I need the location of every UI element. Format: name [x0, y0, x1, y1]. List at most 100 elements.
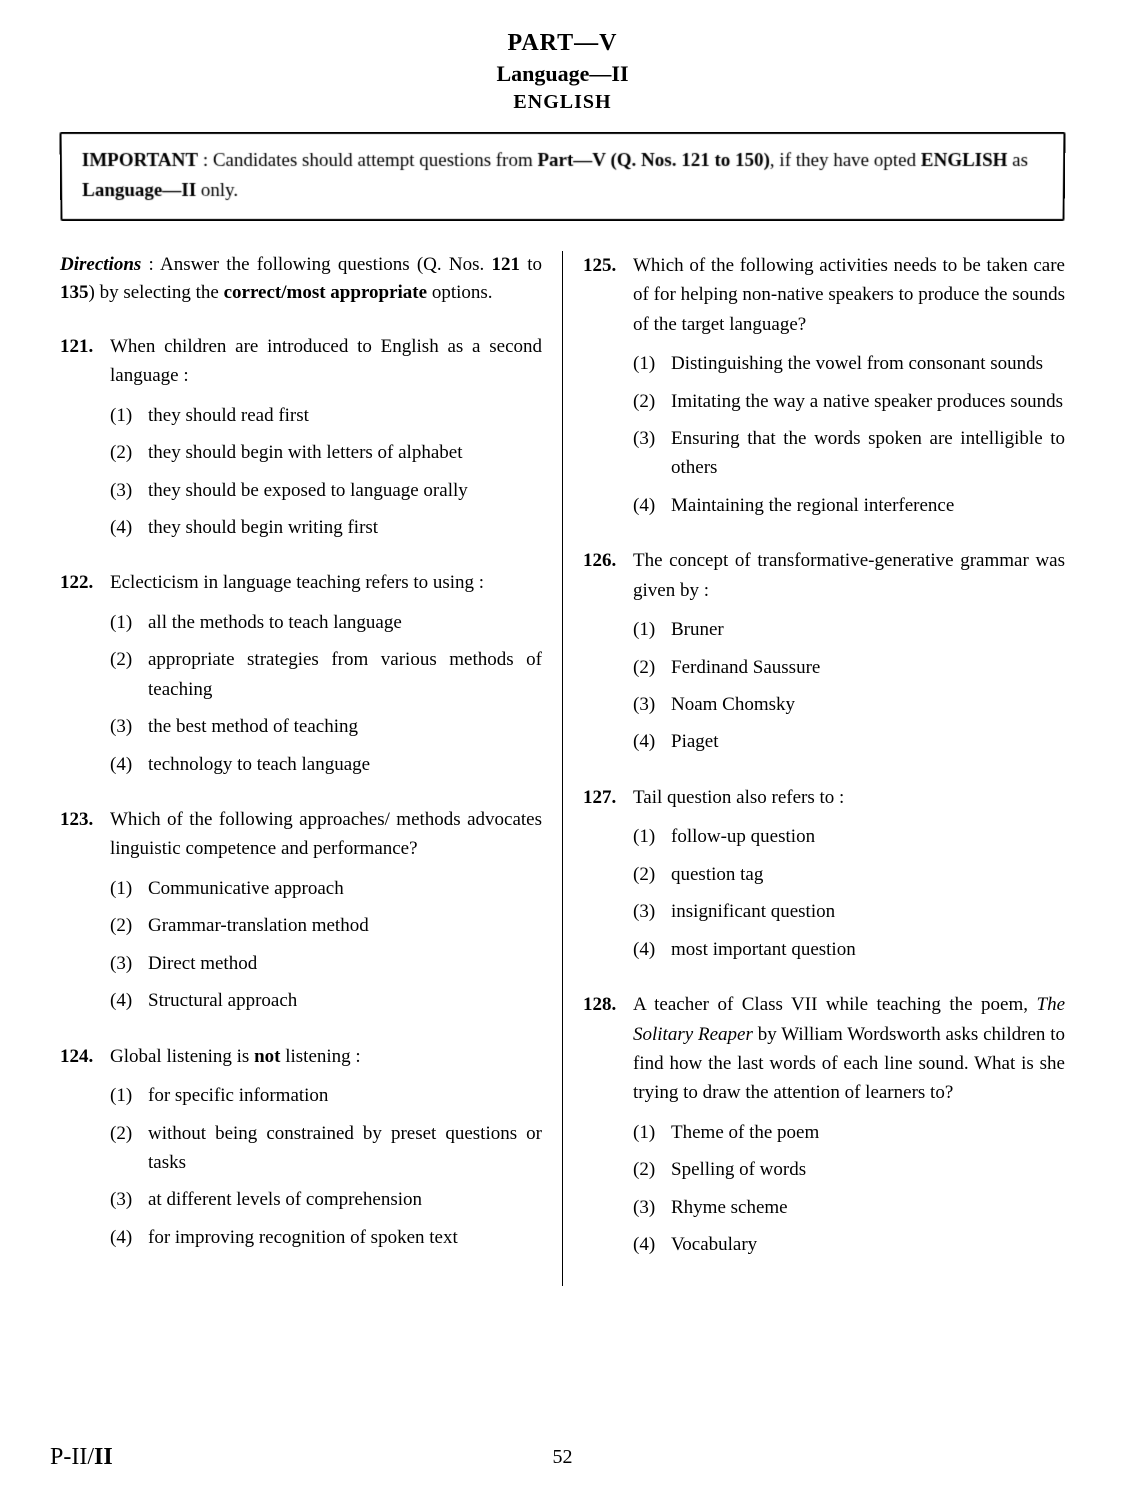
option-item: (4)technology to teach language: [110, 750, 542, 779]
question-text: A teacher of Class VII while teaching th…: [633, 990, 1065, 1108]
option-number: (3): [110, 949, 148, 978]
option-number: (1): [633, 349, 671, 378]
important-text-0: : Candidates should attempt questions fr…: [198, 150, 538, 171]
option-number: (3): [633, 690, 671, 719]
option-item: (1)for specific information: [110, 1081, 542, 1110]
right-column: 125.Which of the following activities ne…: [563, 251, 1075, 1286]
option-text: insignificant question: [671, 897, 1065, 926]
option-text: most important question: [671, 935, 1065, 964]
part-title: PART—V: [50, 30, 1075, 57]
question-block: 126.The concept of transformative-genera…: [583, 546, 1065, 757]
option-item: (4)Piaget: [633, 727, 1065, 756]
option-number: (3): [110, 476, 148, 505]
option-item: (4)Maintaining the regional interference: [633, 491, 1065, 520]
option-item: (3)insignificant question: [633, 897, 1065, 926]
option-text: for improving recognition of spoken text: [148, 1223, 542, 1252]
option-text: Ferdinand Saussure: [671, 653, 1065, 682]
option-number: (2): [633, 387, 671, 416]
footer-left: P-II/II: [50, 1444, 113, 1471]
directions-text-5: correct/most appropriate: [224, 282, 428, 303]
question-text: When children are introduced to English …: [110, 332, 542, 391]
question-text: Which of the following approaches/ metho…: [110, 805, 542, 864]
option-item: (2)Grammar-translation method: [110, 911, 542, 940]
option-number: (3): [633, 1193, 671, 1222]
options-list: (1)all the methods to teach language (2)a…: [110, 608, 542, 779]
question-number: 121.: [60, 332, 110, 361]
subject-title: ENGLISH: [50, 91, 1075, 114]
footer-prefix: P-II/: [50, 1444, 94, 1470]
question-text: Eclecticism in language teaching refers …: [110, 568, 542, 597]
option-item: (1)follow-up question: [633, 822, 1065, 851]
question-header: 128.A teacher of Class VII while teachin…: [583, 990, 1065, 1108]
option-number: (1): [110, 401, 148, 430]
important-label: IMPORTANT: [82, 150, 198, 171]
option-item: (3)Direct method: [110, 949, 542, 978]
option-number: (1): [110, 608, 148, 637]
options-list: (1)Theme of the poem(2)Spelling of words…: [633, 1118, 1065, 1260]
question-number: 125.: [583, 251, 633, 280]
question-number: 127.: [583, 783, 633, 812]
option-item: (2)without being constrained by preset q…: [110, 1119, 542, 1178]
option-text: Bruner: [671, 615, 1065, 644]
option-item: (4)for improving recognition of spoken t…: [110, 1223, 542, 1252]
option-text: Spelling of words: [671, 1155, 1065, 1184]
question-block: 125.Which of the following activities ne…: [583, 251, 1065, 521]
page-number: 52: [553, 1446, 573, 1469]
directions-text-1: 121: [491, 254, 520, 275]
option-number: (2): [633, 653, 671, 682]
directions-text-4: ) by selecting the: [89, 282, 224, 303]
question-header: 124.Global listening is not listening :: [60, 1042, 542, 1071]
important-text-1: Part—V (Q. Nos. 121 to 150): [537, 150, 770, 171]
directions-label: Directions: [60, 254, 141, 275]
option-text: Theme of the poem: [671, 1118, 1065, 1147]
options-list: (1)Bruner(2)Ferdinand Saussure(3)Noam Ch…: [633, 615, 1065, 757]
option-text: all the methods to teach language: [148, 608, 542, 637]
option-number: (4): [110, 986, 148, 1015]
option-number: (4): [633, 491, 671, 520]
option-item: (4)Vocabulary: [633, 1230, 1065, 1259]
content-columns: Directions : Answer the following questi…: [50, 251, 1075, 1286]
directions-block: Directions : Answer the following questi…: [60, 251, 542, 308]
important-text-2: , if they have opted: [770, 150, 921, 171]
option-item: (2)they should begin with letters of alp…: [110, 438, 542, 467]
directions-text-2: to: [520, 254, 542, 275]
directions-text-3: 135: [60, 282, 89, 303]
option-item: (3)at different levels of compre­hension: [110, 1185, 542, 1214]
option-text: for specific information: [148, 1081, 542, 1110]
option-number: (2): [110, 645, 148, 674]
option-number: (4): [110, 750, 148, 779]
option-number: (2): [110, 1119, 148, 1148]
options-list: (1)Distinguishing the vowel from consona…: [633, 349, 1065, 520]
option-item: (2)appropriate strategies from various m…: [110, 645, 542, 704]
left-column: Directions : Answer the following questi…: [50, 251, 563, 1286]
option-number: (3): [633, 897, 671, 926]
option-text: without being constrained by preset ques…: [148, 1119, 542, 1178]
option-text: Vocabulary: [671, 1230, 1065, 1259]
option-text: Structural approach: [148, 986, 542, 1015]
option-text: Piaget: [671, 727, 1065, 756]
page-header: PART—V Language—II ENGLISH: [50, 30, 1075, 114]
option-number: (1): [110, 1081, 148, 1110]
option-item: (4)Structural approach: [110, 986, 542, 1015]
option-item: (4)they should begin writing first: [110, 513, 542, 542]
option-number: (4): [633, 1230, 671, 1259]
question-block: 124.Global listening is not listening : (…: [60, 1042, 542, 1253]
option-number: (4): [110, 1223, 148, 1252]
question-text: The concept of transformative-generative…: [633, 546, 1065, 605]
option-number: (3): [110, 712, 148, 741]
option-item: (4)most important question: [633, 935, 1065, 964]
option-text: they should begin writing first: [148, 513, 542, 542]
question-block: 128.A teacher of Class VII while teachin…: [583, 990, 1065, 1260]
option-text: the best method of teaching: [148, 712, 542, 741]
directions-text-6: options.: [427, 282, 492, 303]
important-text-6: only.: [196, 180, 238, 201]
option-item: (1)all the methods to teach language: [110, 608, 542, 637]
option-item: (1)Theme of the poem: [633, 1118, 1065, 1147]
option-item: (1)Communicative approach: [110, 874, 542, 903]
option-number: (4): [633, 727, 671, 756]
option-number: (2): [110, 438, 148, 467]
question-header: 127.Tail question also refers to :: [583, 783, 1065, 812]
question-header: 125.Which of the following activities ne…: [583, 251, 1065, 339]
directions-text-0: : Answer the following questions (Q. Nos…: [141, 254, 491, 275]
option-item: (2)Imitating the way a native speaker pr…: [633, 387, 1065, 416]
